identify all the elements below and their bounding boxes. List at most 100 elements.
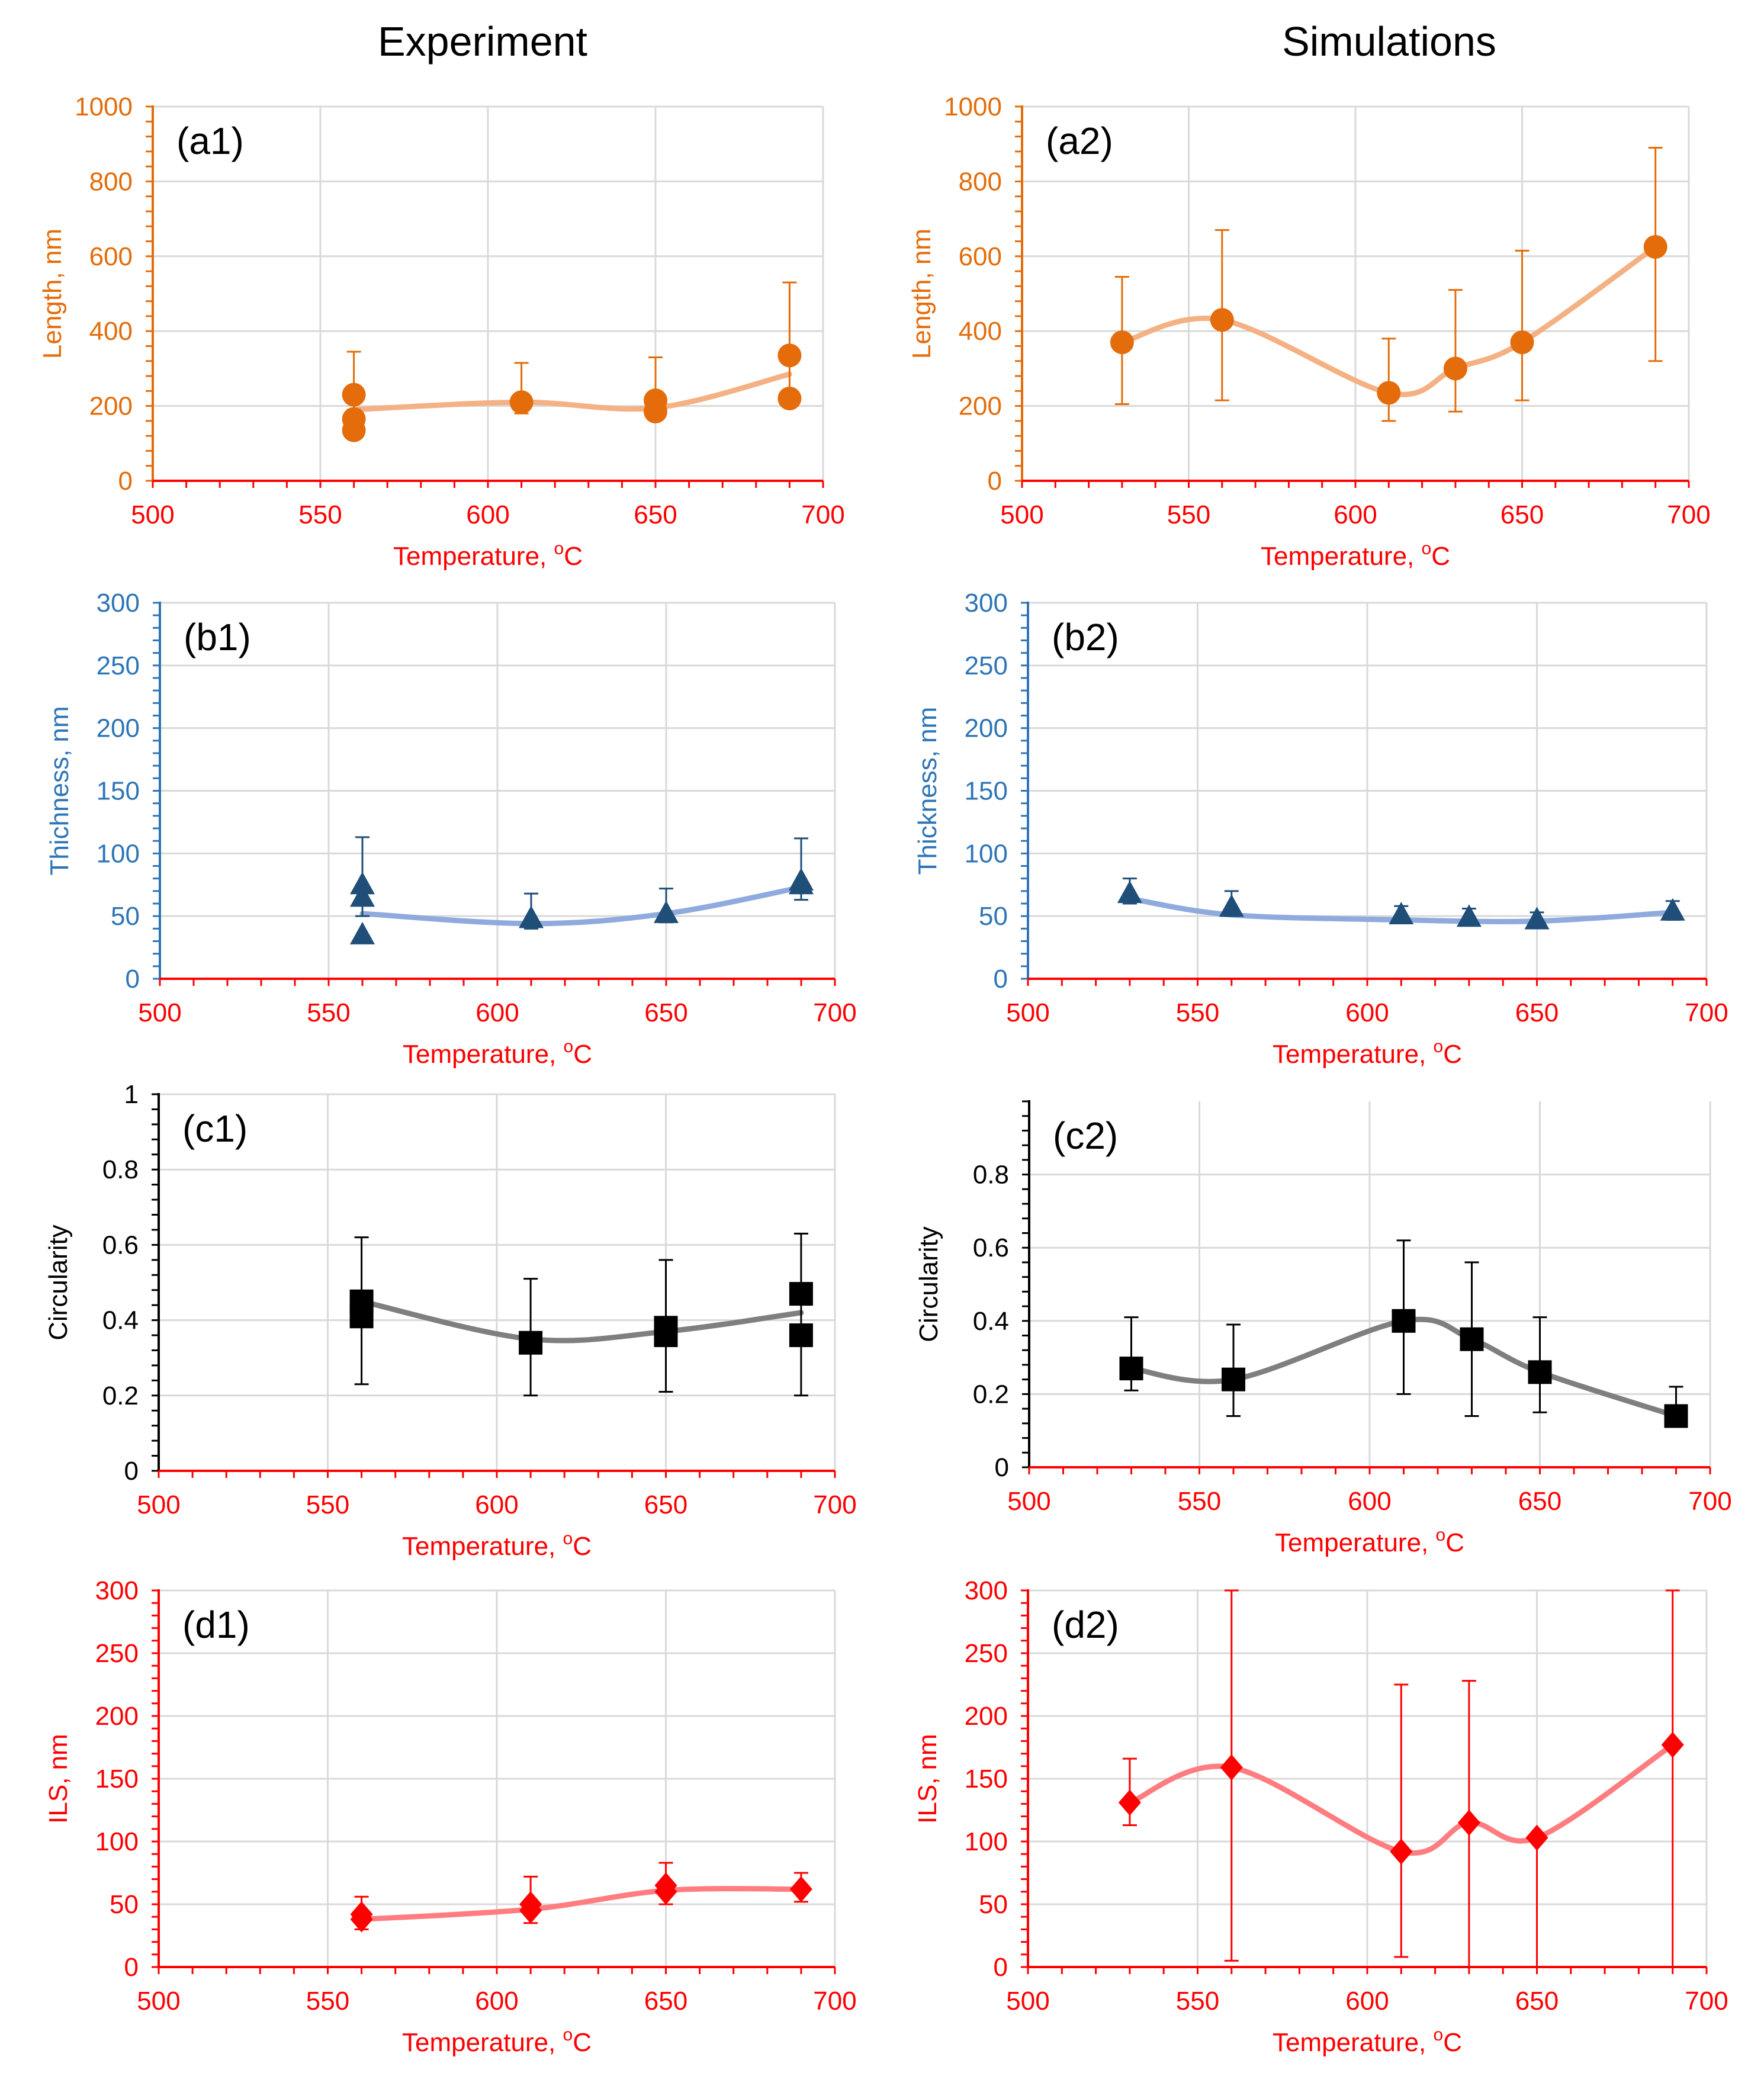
y-tick-label: 100 [97, 839, 140, 868]
y-axis-label: ILS, nm [913, 1734, 942, 1824]
panel-label: (b2) [1052, 616, 1119, 658]
x-tick-label: 500 [1007, 1487, 1050, 1516]
x-tick-label: 700 [813, 1490, 856, 1519]
x-axis-label: Temperature, oC [402, 2025, 592, 2057]
x-tick-label: 700 [801, 500, 844, 529]
x-tick-label: 700 [1685, 1987, 1728, 2016]
data-point [1110, 330, 1134, 355]
error-bar [1665, 1589, 1680, 1968]
x-axis-label-text: Temperature, [1273, 1040, 1433, 1069]
y-tick-label: 250 [965, 1639, 1008, 1668]
y-tick-label: 200 [965, 1702, 1008, 1731]
x-axis-label-text: Temperature, [403, 1040, 563, 1069]
trend-line [359, 1886, 804, 1922]
data-point [1119, 1357, 1143, 1381]
y-axis-label: Thichness, nm [45, 706, 74, 875]
y-tick-label: 800 [959, 167, 1002, 196]
x-tick-label: 700 [813, 1987, 856, 2016]
error-bar [1381, 338, 1396, 422]
x-axis-label-text: Temperature, [1261, 542, 1421, 571]
data-point [1643, 235, 1667, 259]
y-tick-label: 200 [97, 714, 140, 743]
panel-label: (a1) [176, 120, 244, 162]
x-tick-label: 600 [1345, 998, 1389, 1027]
y-tick-label: 100 [965, 1827, 1008, 1856]
x-tick-label: 650 [1515, 998, 1559, 1027]
degree-superscript: o [1434, 1037, 1444, 1056]
y-tick-label: 0.4 [973, 1307, 1009, 1336]
data-point [789, 1876, 812, 1902]
chart-c2: 0 0.2 0.4 0.6 0.8 500 550 600 650 700 Temperature,… [914, 1100, 1732, 1557]
error-bar [1448, 289, 1463, 413]
y-axis-label: Length, nm [38, 229, 67, 359]
data-point [519, 1330, 543, 1355]
data-point [350, 872, 375, 895]
degree-superscript: o [563, 1529, 573, 1548]
y-axis-label: Thickness, nm [913, 707, 942, 875]
x-axis-label: Temperature, oC [1273, 2025, 1462, 2057]
degree-superscript: o [1434, 2025, 1444, 2045]
y-tick-label: 150 [965, 777, 1008, 806]
y-tick-label: 0 [124, 1457, 139, 1486]
x-tick-label: 550 [306, 1490, 349, 1519]
degree-superscript: o [1436, 1525, 1446, 1545]
x-tick-label: 600 [475, 1987, 518, 2016]
x-axis-label-text: Temperature, [1273, 2028, 1433, 2057]
data-point [519, 905, 544, 928]
data-point [654, 900, 679, 923]
y-tick-label: 0.4 [102, 1306, 139, 1335]
x-tick-label: 650 [634, 500, 677, 529]
x-tick-label: 600 [1334, 500, 1377, 529]
data-point [1456, 904, 1482, 927]
x-axis-label-text: Temperature, [1275, 1528, 1435, 1557]
data-point [1524, 907, 1550, 930]
x-axis-label-unit: C [573, 2028, 592, 2057]
data-point [349, 1304, 374, 1329]
data-point [1664, 1404, 1688, 1428]
x-tick-label: 700 [1688, 1487, 1731, 1516]
x-tick-label: 600 [1345, 1987, 1389, 2016]
x-axis-label-unit: C [1445, 1528, 1464, 1557]
data-point [1392, 1309, 1416, 1333]
x-tick-label: 550 [1167, 500, 1210, 529]
chart-a1: 0 200 400 600 800 1000 500 550 600 650 700 Temperat… [38, 92, 845, 571]
error-bar [1530, 1837, 1544, 1968]
y-tick-label: 300 [97, 589, 140, 618]
chart-c1: 0 0.2 0.4 0.6 0.8 1 500 550 600 650 700 Temperature… [44, 1080, 857, 1561]
degree-superscript: o [1422, 539, 1432, 558]
data-point [1117, 880, 1142, 904]
data-point [519, 1897, 542, 1924]
degree-superscript: o [563, 2025, 573, 2045]
x-tick-label: 500 [131, 500, 174, 529]
x-axis-label-unit: C [1431, 542, 1450, 571]
y-tick-label: 200 [95, 1702, 139, 1731]
y-tick-label: 200 [89, 392, 133, 421]
data-point [789, 872, 814, 895]
data-point [789, 1282, 813, 1306]
panel-label: (a2) [1046, 120, 1113, 162]
y-tick-label: 800 [89, 167, 133, 196]
y-tick-label: 100 [95, 1827, 139, 1856]
panel-label: (c2) [1053, 1114, 1118, 1157]
panel-label: (d1) [182, 1603, 250, 1646]
x-axis-label-unit: C [573, 1040, 592, 1069]
y-axis-label: Circularity [914, 1226, 943, 1342]
data-point [1661, 1731, 1684, 1758]
y-tick-label: 50 [979, 1890, 1008, 1919]
error-bar [1394, 1683, 1409, 1958]
x-tick-label: 700 [813, 998, 856, 1027]
x-tick-label: 550 [1176, 998, 1219, 1027]
y-tick-label: 0.2 [973, 1380, 1009, 1409]
x-tick-label: 700 [1667, 500, 1710, 529]
panel-label: (b1) [184, 616, 251, 658]
y-tick-label: 200 [965, 714, 1008, 743]
data-point [1389, 902, 1414, 925]
chart-d2: 0 50 100 150 200 250 300 500 550 600 650 700 Tempera… [913, 1576, 1728, 2057]
data-point [1525, 1824, 1548, 1851]
data-point [654, 1323, 678, 1348]
x-axis-label-text: Temperature, [402, 1532, 563, 1561]
data-point [350, 1906, 373, 1933]
data-point [1457, 1810, 1480, 1836]
x-tick-label: 650 [644, 1490, 687, 1519]
